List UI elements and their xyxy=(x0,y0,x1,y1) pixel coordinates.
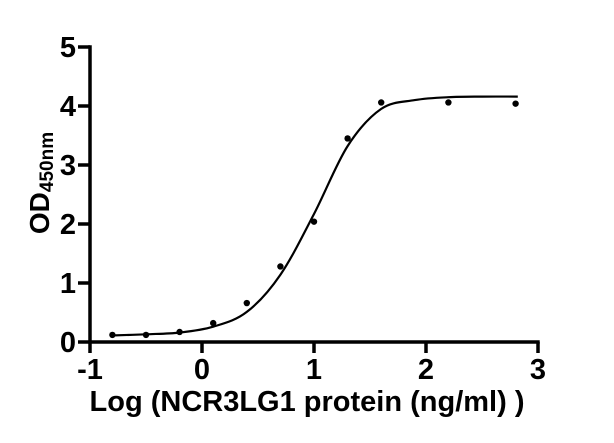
data-point xyxy=(310,218,318,225)
y-tick-label: 5 xyxy=(60,32,76,64)
x-tick-label: 2 xyxy=(418,354,434,386)
y-tick-label: 2 xyxy=(60,209,76,241)
data-point xyxy=(378,99,385,106)
fit-curve xyxy=(111,95,518,337)
data-point xyxy=(176,328,183,336)
y-tick-label: 3 xyxy=(60,150,76,182)
x-tick-label: 3 xyxy=(530,354,546,386)
x-tick-label: -1 xyxy=(77,354,103,386)
data-point xyxy=(277,263,284,270)
y-tick-label: 1 xyxy=(60,268,76,300)
y-axis-title-subscript: 450nm xyxy=(36,131,58,193)
y-tick-label: 4 xyxy=(60,91,76,123)
data-point xyxy=(109,331,116,339)
axis-frame xyxy=(88,45,540,344)
data-point xyxy=(344,135,351,142)
y-tick-label: 0 xyxy=(60,327,76,359)
x-tick-label: 1 xyxy=(306,354,322,386)
data-point xyxy=(512,100,519,107)
data-point xyxy=(210,319,217,327)
data-point xyxy=(142,331,150,339)
x-axis-title: Log (NCR3LG1 protein (ng/ml) ) xyxy=(89,386,525,418)
data-point xyxy=(445,99,452,106)
y-axis-title-main: OD xyxy=(24,192,55,235)
y-axis-title: OD 450nm xyxy=(18,83,62,283)
x-tick-label: 0 xyxy=(194,354,210,386)
data-point xyxy=(243,299,250,307)
